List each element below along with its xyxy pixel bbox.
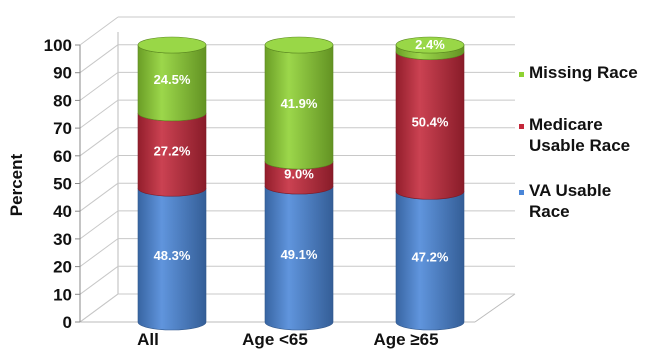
legend-label: Usable Race: [529, 136, 630, 155]
data-label: 9.0%: [284, 167, 314, 182]
legend-entry: Missing Race: [519, 63, 638, 82]
y-tick-label: 100: [44, 36, 72, 55]
data-label: 41.9%: [281, 96, 318, 111]
data-label: 50.4%: [412, 114, 449, 129]
gridline-side: [79, 265, 119, 295]
x-tick-label: Age <65: [242, 330, 308, 349]
bar-group: 49.1% 9.0% 41.9%: [264, 36, 334, 331]
data-label: 48.3%: [154, 248, 191, 263]
data-label: 24.5%: [154, 72, 191, 87]
y-tick-label: 50: [53, 175, 72, 194]
gridline-side: [79, 71, 119, 101]
floor-right-edge: [474, 293, 516, 323]
y-tick-label: 90: [53, 64, 72, 83]
legend-label: Race: [529, 202, 570, 221]
legend-swatch: [519, 72, 524, 77]
data-label: 47.2%: [412, 250, 449, 265]
gridline-side: [79, 182, 119, 212]
x-tick-label: Age ≥65: [373, 330, 438, 349]
bar-group: 47.2% 50.4% 2.4%: [395, 36, 465, 331]
bar-cap: [264, 36, 334, 54]
y-tick-label: 80: [53, 91, 72, 110]
bar-cap: [395, 36, 465, 54]
legend-swatch: [519, 124, 524, 129]
y-tick-label: 20: [53, 258, 72, 277]
y-tick-label: 10: [53, 285, 72, 304]
legend: Missing Race Medicare Usable Race VA Usable…: [519, 63, 638, 221]
y-tick-label: 0: [63, 313, 72, 332]
gridline-side: [79, 210, 119, 240]
y-axis-label: Percent: [7, 153, 26, 216]
bar-cap: [137, 36, 207, 54]
gridline-side: [79, 44, 119, 74]
gridline-side: [79, 238, 119, 268]
y-tick-label: 30: [53, 230, 72, 249]
gridline-side: [79, 99, 119, 129]
legend-entry: VA Usable Race: [519, 181, 611, 221]
gridline-side: [79, 155, 119, 184]
gridline-side: [79, 127, 119, 157]
data-label: 49.1%: [281, 247, 318, 262]
x-tick-label: All: [137, 330, 159, 349]
y-tick-label: 70: [53, 119, 72, 138]
y-tick-label: 40: [53, 202, 72, 221]
axis-layer: 0 10 20 30 40 50 60 70 80 90 100 All Age <65 Age ≥65: [44, 36, 439, 349]
data-label: 27.2%: [154, 144, 191, 159]
gridline-side: [79, 16, 119, 46]
gridline-side: [79, 293, 119, 323]
bar-group: 48.3% 27.2% 24.5%: [137, 36, 207, 331]
bar-layer: 48.3% 27.2% 24.5% 49.1% 9.0% 41.9% 47.2% 50.4% 2…: [137, 36, 465, 331]
legend-label: Medicare: [529, 115, 603, 134]
legend-label: VA Usable: [529, 181, 611, 200]
legend-swatch: [519, 190, 524, 195]
legend-label: Missing Race: [529, 63, 638, 82]
y-tick-label: 60: [53, 147, 72, 166]
legend-entry: Medicare Usable Race: [519, 115, 630, 155]
data-label: 2.4%: [415, 37, 445, 52]
